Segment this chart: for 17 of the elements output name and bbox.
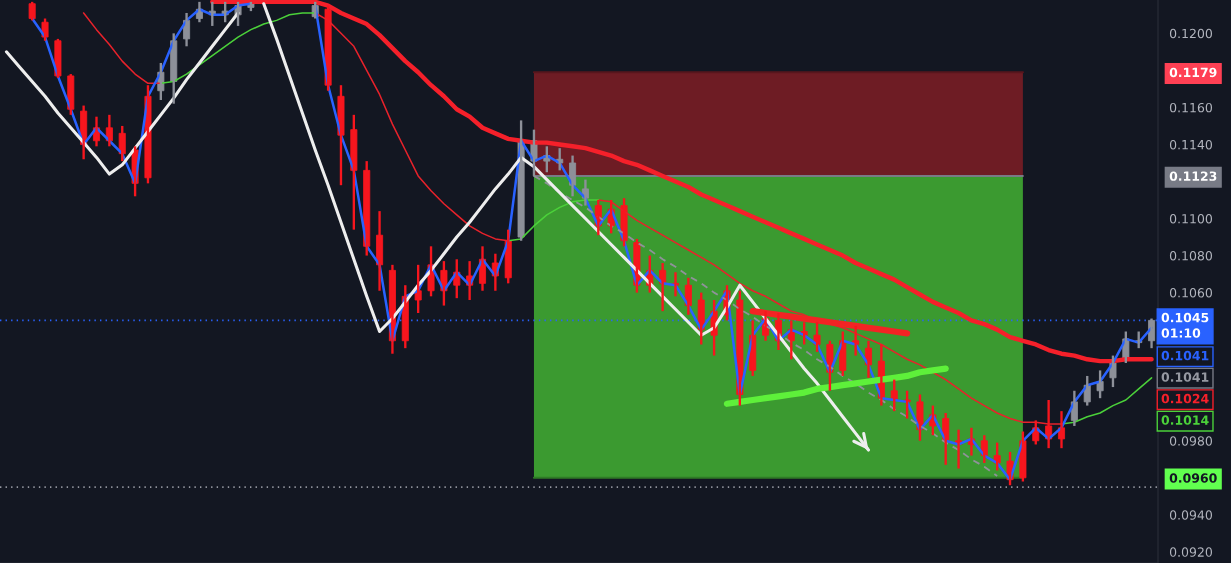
ref-line-label: 0.1045 01:10 [1161,312,1209,338]
y-tick-label: 0.0940 [1169,510,1213,520]
y-tick-label: 0.1179 [1169,67,1217,78]
y-tick-label: 0.1060 [1169,288,1213,298]
y-tick-label: 0.1160 [1169,102,1213,113]
text: 0.1014 [1161,415,1209,425]
y-tick-label: 0.1100 [1169,214,1213,224]
y-tick-label: 0.0980 [1169,436,1213,446]
y-tick-label: 0.1080 [1169,251,1213,261]
y-tick-label: 0.1200 [1169,28,1213,39]
y-tick-label: 0.0960 [1169,473,1217,483]
y-tick-label: 0.0920 [1169,547,1213,557]
text: 0.1041 [1161,372,1209,382]
y-tick-label: 0.1123 [1169,171,1217,181]
text: 0.1041 [1161,350,1209,361]
text: 0.1024 [1161,393,1209,404]
y-tick-label: 0.1140 [1169,139,1213,150]
